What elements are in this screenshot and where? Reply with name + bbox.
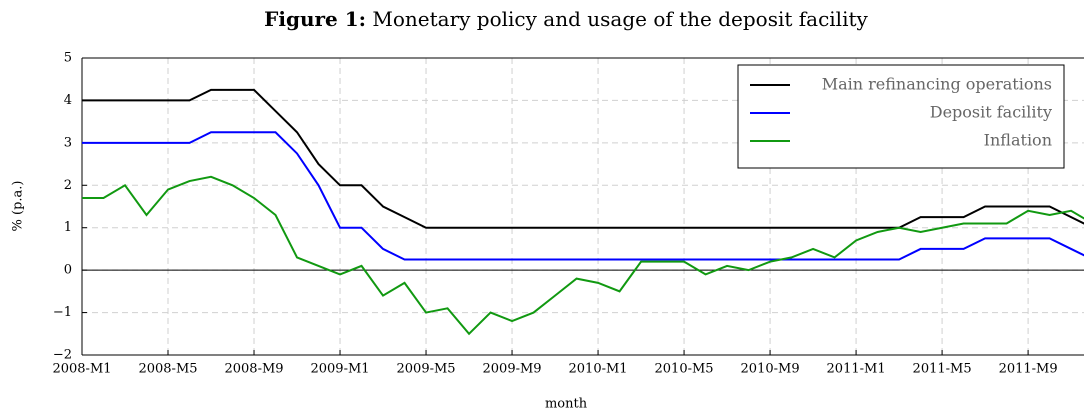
x-axis-label: month [545, 397, 588, 412]
x-tick-label: 2009-M1 [310, 362, 369, 377]
x-tick-label: 2011-M9 [999, 362, 1058, 377]
y-tick-label: −1 [53, 305, 72, 320]
y-tick-label: 1 [64, 220, 72, 235]
series-line [82, 131, 1084, 261]
x-tick-label: 2010-M1 [569, 362, 628, 377]
legend-text: Deposit facility [930, 103, 1052, 122]
x-tick-label: 2009-M9 [483, 362, 542, 377]
legend-text: Main refinancing operations [822, 75, 1052, 94]
x-tick-label: 2011-M5 [913, 362, 972, 377]
y-axis-label: % (p.a.) [11, 181, 26, 232]
x-tick-label: 2009-M5 [397, 362, 456, 377]
y-tick-label: −2 [53, 348, 72, 363]
legend: Main refinancing operations Deposit facil… [737, 64, 1065, 169]
y-tick-label: 2 [64, 178, 72, 193]
x-tick-label: 2008-M1 [52, 362, 111, 377]
y-tick-label: 4 [64, 93, 72, 108]
x-tick-label: 2010-M9 [741, 362, 800, 377]
x-tick-label: 2010-M5 [655, 362, 714, 377]
x-tick-label: 2008-M9 [224, 362, 283, 377]
y-tick-label: 3 [64, 135, 72, 150]
title-text: Monetary policy and usage of the deposit… [372, 7, 868, 31]
series-line [82, 175, 1084, 336]
legend-box [737, 64, 1065, 169]
x-tick-label: 2011-M1 [827, 362, 886, 377]
series-line [82, 88, 1084, 229]
chart-title: Figure 1: Monetary policy and usage of t… [264, 7, 868, 31]
y-tick-label: 5 [64, 51, 72, 66]
y-tick-label: 0 [64, 263, 72, 278]
title-prefix: Figure 1: [264, 7, 366, 31]
x-tick-label: 2008-M5 [138, 362, 197, 377]
legend-text: Inflation [984, 131, 1052, 150]
